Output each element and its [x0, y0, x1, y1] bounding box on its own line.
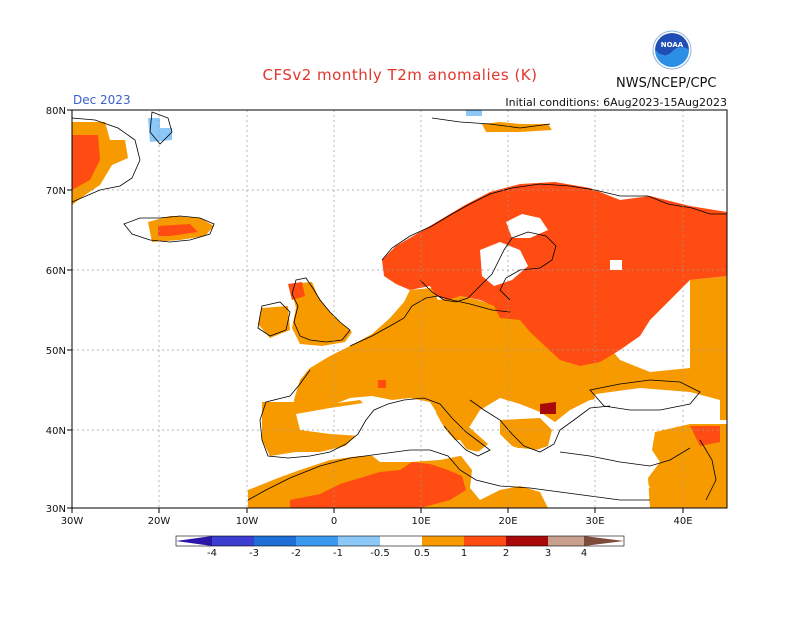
colorbar-segment — [338, 536, 380, 546]
lon-label: 0 — [331, 516, 337, 527]
latitude-labels: 80N 70N 60N 50N 40N 30N — [46, 106, 66, 515]
lat-label: 50N — [46, 346, 66, 357]
longitude-labels: 30W 20W 10W 0 10E 20E 30E 40E — [61, 516, 693, 527]
colorbar-segment — [548, 536, 584, 546]
lat-label: 80N — [46, 106, 66, 117]
axis-ticks — [67, 109, 684, 513]
colorbar-left-arrow — [176, 536, 212, 546]
colorbar-tick: -0.5 — [370, 548, 390, 559]
colorbar-tick: 2 — [503, 548, 509, 559]
anomaly-fields — [72, 110, 727, 508]
lon-label: 30W — [61, 516, 84, 527]
colorbar-segment — [296, 536, 338, 546]
colorbar-tick: -3 — [249, 548, 259, 559]
map-frame — [71, 109, 728, 509]
colorbar-segment — [422, 536, 464, 546]
colorbar-tick: -1 — [333, 548, 343, 559]
lon-label: 20E — [498, 516, 517, 527]
neutral-areas — [296, 214, 720, 496]
colorbar: -4 -3 -2 -1 -0.5 0.5 1 2 3 4 — [175, 535, 625, 559]
colorbar-tick: -2 — [291, 548, 301, 559]
colorbar-tick: 3 — [545, 548, 551, 559]
lat-label: 40N — [46, 426, 66, 437]
lat-label: 30N — [46, 504, 66, 515]
colorbar-segment — [254, 536, 296, 546]
lon-label: 20W — [148, 516, 171, 527]
month-label: Dec 2023 — [73, 93, 131, 107]
source-label: NWS/NCEP/CPC — [616, 76, 717, 91]
lat-label: 60N — [46, 266, 66, 277]
coastlines — [72, 111, 727, 501]
colorbar-tick: 0.5 — [414, 548, 430, 559]
anomaly-orange-areas — [72, 122, 727, 508]
colorbar-segment — [464, 536, 506, 546]
lon-label: 40E — [673, 516, 692, 527]
colorbar-right-arrow — [584, 536, 624, 546]
anomaly-lightblue-areas — [148, 110, 482, 142]
colorbar-segment — [380, 536, 422, 546]
noaa-logo-icon: NOAA — [652, 30, 692, 70]
colorbar-tick: 4 — [581, 548, 587, 559]
noaa-logo-text: NOAA — [661, 41, 684, 49]
lon-label: 10W — [236, 516, 259, 527]
lon-label: 10E — [411, 516, 430, 527]
colorbar-segment — [212, 536, 254, 546]
gridlines — [72, 110, 727, 508]
lat-label: 70N — [46, 186, 66, 197]
colorbar-segment — [506, 536, 548, 546]
initial-conditions-label: Initial conditions: 6Aug2023-15Aug2023 — [505, 96, 727, 109]
colorbar-tick: 1 — [461, 548, 467, 559]
lon-label: 30E — [585, 516, 604, 527]
colorbar-tick: -4 — [207, 548, 217, 559]
chart-title: CFSv2 monthly T2m anomalies (K) — [262, 66, 538, 84]
anomaly-darkred-areas — [540, 402, 556, 414]
